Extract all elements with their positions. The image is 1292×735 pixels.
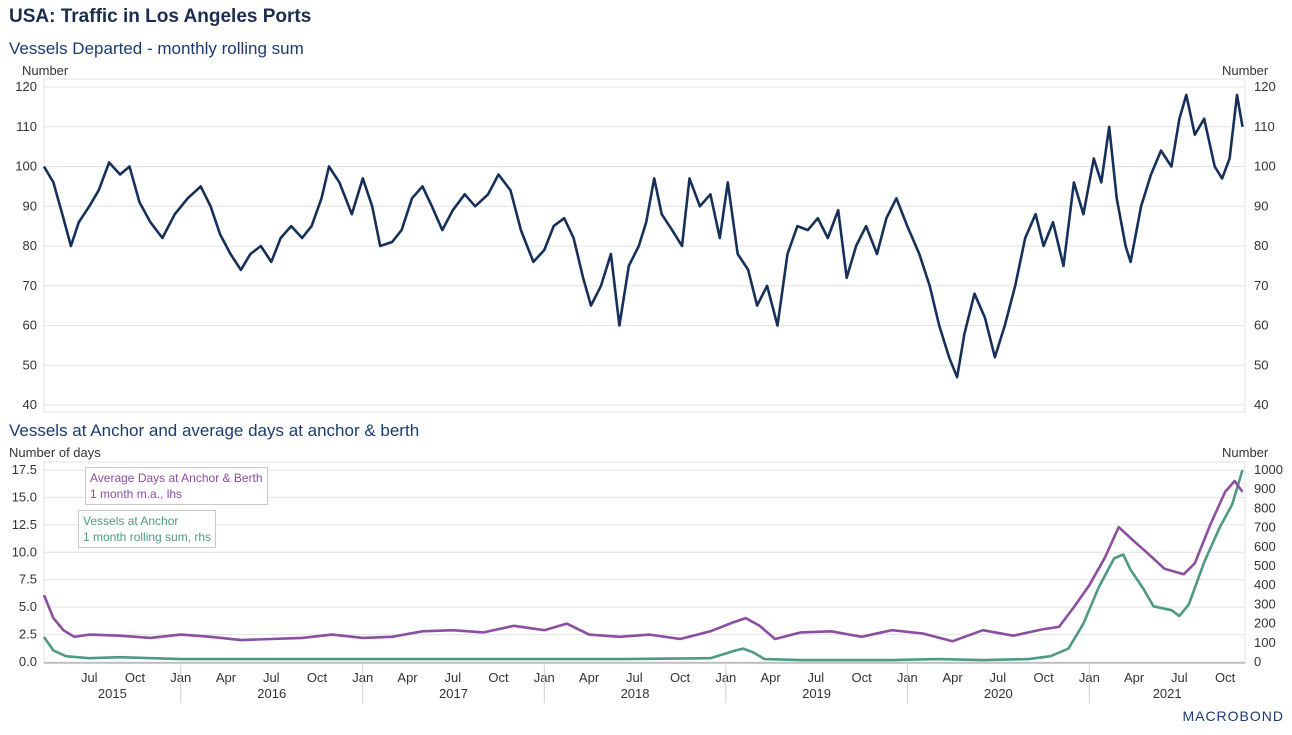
bottom-right-tick-label: 400 [1254,577,1276,592]
bottom-left-tick-label: 2.5 [19,627,37,642]
legend-average-days: Average Days at Anchor & Berth 1 month m… [85,467,268,505]
bottom-right-axis-unit: Number [1222,445,1269,460]
macrobond-logo: MACROBOND [1182,708,1284,724]
bottom-left-tick-label: 0.0 [19,654,37,669]
top-right-tick-label: 100 [1254,159,1276,174]
x-month-label: Jul [990,670,1007,685]
top-left-tick-label: 80 [23,238,37,253]
x-month-label: Oct [851,670,872,685]
page-title: USA: Traffic in Los Angeles Ports [9,6,312,27]
top-left-tick-label: 120 [15,79,37,94]
legend-average-days-line2: 1 month m.a., lhs [90,487,183,501]
top-right-tick-label: 50 [1254,357,1268,372]
bottom-right-tick-label: 200 [1254,616,1276,631]
x-month-label: Apr [579,670,600,685]
top-left-tick-label: 50 [23,357,37,372]
top-right-tick-label: 80 [1254,238,1268,253]
top-left-tick-label: 100 [15,159,37,174]
x-year-label: 2020 [984,686,1013,701]
x-month-label: Oct [488,670,509,685]
x-month-label: Apr [760,670,781,685]
bottom-right-tick-label: 300 [1254,596,1276,611]
x-year-label: 2019 [802,686,831,701]
bottom-left-tick-label: 5.0 [19,599,37,614]
x-month-label: Apr [1124,670,1145,685]
series-line-vessels-departed [42,93,1244,379]
top-right-tick-label: 70 [1254,278,1268,293]
legend-average-days-line1: Average Days at Anchor & Berth [90,471,263,485]
bottom-left-tick-label: 12.5 [12,517,37,532]
top-right-tick-label: 60 [1254,318,1268,333]
top-left-axis-unit: Number [22,63,69,78]
x-year-label: 2017 [439,686,468,701]
x-month-label: Oct [670,670,691,685]
top-right-tick-label: 90 [1254,198,1268,213]
bottom-right-tick-label: 700 [1254,520,1276,535]
top-right-tick-label: 120 [1254,79,1276,94]
top-left-tick-label: 90 [23,198,37,213]
x-year-label: 2015 [98,686,127,701]
x-month-label: Apr [942,670,963,685]
x-month-label: Oct [125,670,146,685]
x-month-label: Oct [1215,670,1236,685]
top-right-tick-label: 40 [1254,397,1268,412]
top-right-axis-unit: Number [1222,63,1269,78]
bottom-right-tick-label: 900 [1254,481,1276,496]
x-month-label: Jul [808,670,825,685]
x-month-label: Apr [216,670,237,685]
x-month-label: Jul [444,670,461,685]
bottom-right-tick-label: 800 [1254,500,1276,515]
x-year-label: 2016 [257,686,286,701]
legend-vessels-anchor-line2: 1 month rolling sum, rhs [83,530,212,544]
top-left-tick-label: 40 [23,397,37,412]
top-left-tick-label: 110 [16,119,37,134]
x-month-label: Apr [397,670,418,685]
bottom-left-tick-label: 17.5 [12,462,37,477]
x-month-label: Jul [81,670,98,685]
bottom-right-tick-label: 500 [1254,558,1276,573]
bottom-left-tick-label: 7.5 [19,572,37,587]
x-year-label: 2018 [621,686,650,701]
bottom-left-tick-label: 15.0 [12,489,37,504]
bottom-chart-subtitle: Vessels at Anchor and average days at an… [9,421,420,440]
x-year-label: 2021 [1153,686,1182,701]
x-month-label: Oct [307,670,328,685]
top-left-tick-label: 70 [23,278,37,293]
x-month-label: Oct [1033,670,1054,685]
bottom-right-tick-label: 100 [1254,635,1276,650]
series-line-average-days [42,479,1244,643]
legend-vessels-anchor-line1: Vessels at Anchor [83,514,179,528]
x-month-label: Jul [263,670,280,685]
x-month-label: Jul [626,670,643,685]
bottom-right-tick-label: 0 [1254,654,1261,669]
x-month-label: Jul [1171,670,1188,685]
top-right-tick-label: 110 [1254,119,1275,134]
bottom-right-tick-label: 1000 [1254,462,1283,477]
series-line-vessels-at-anchor [42,469,1244,662]
top-left-tick-label: 60 [23,318,37,333]
bottom-left-axis-unit: Number of days [9,445,101,460]
top-chart-subtitle: Vessels Departed - monthly rolling sum [9,39,304,58]
bottom-right-tick-label: 600 [1254,539,1276,554]
legend-vessels-anchor: Vessels at Anchor 1 month rolling sum, r… [78,510,217,548]
bottom-left-tick-label: 10.0 [12,544,37,559]
